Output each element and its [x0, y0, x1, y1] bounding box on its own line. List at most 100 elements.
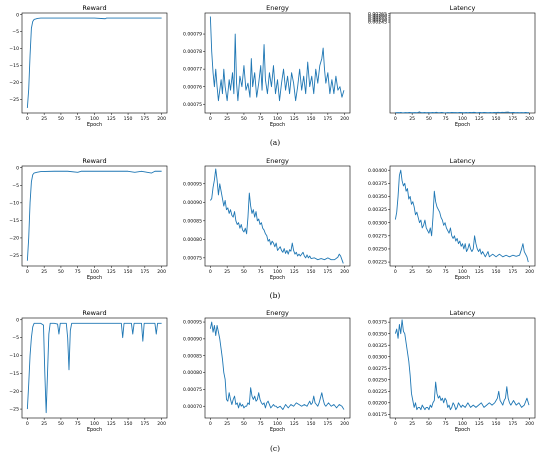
reward-row2-xtick-label: 50	[58, 269, 64, 275]
energy-row1-chart: Energy 0 25 50 75 100 125 150 175 200 0.00075 0.000…	[183, 4, 351, 128]
energy-row1-title: Energy	[266, 4, 289, 12]
latency-row2-xtick-label: 100	[458, 269, 467, 275]
latency-row1-xtick-label: 200	[525, 116, 534, 122]
reward-row1-xtick-label: 0	[26, 116, 29, 122]
energy-row3-xtick-label: 50	[241, 421, 247, 427]
reward-row2-xtick-label: 125	[107, 269, 116, 275]
latency-row2-xtick-label: 0	[394, 269, 397, 275]
reward-row2-title: Reward	[82, 157, 106, 165]
energy-row1-xtick-label: 0	[209, 116, 212, 122]
latency-row2-ytick-label: 0.00225	[368, 260, 387, 266]
latency-row3-plot-frame	[389, 317, 536, 419]
latency-row1-title: Latency	[450, 4, 476, 12]
reward-row1-xtick-label: 100	[90, 116, 99, 122]
energy-row1-xtick-label: 125	[290, 116, 299, 122]
latency-row1-ytick-label: 0.00260	[368, 13, 387, 19]
reward-row2-ytick-label: −5	[12, 183, 19, 189]
reward-row3-ytick-label: −25	[9, 407, 19, 413]
latency-row2-ytick-label: 0.00300	[368, 220, 387, 226]
latency-row3-title: Latency	[450, 309, 476, 317]
energy-row1-series-line	[209, 16, 345, 102]
latency-row1-ytick-label: 0.00255	[368, 16, 387, 22]
energy-row1-xtick-label: 200	[340, 116, 349, 122]
latency-row2-xtick-label: 50	[426, 269, 432, 275]
latency-row1-xlabel: Epoch	[455, 122, 470, 128]
reward-row3-ytick-label: −15	[9, 371, 19, 377]
energy-row2-title: Energy	[266, 157, 289, 165]
reward-row3-series-line	[26, 322, 162, 414]
reward-row1-xlabel: Epoch	[87, 122, 102, 128]
reward-row3-xtick-label: 100	[90, 421, 99, 427]
energy-row1-ytick-label: 0.00076	[183, 84, 202, 90]
reward-row1-xtick-label: 125	[107, 116, 116, 122]
latency-row2-xtick-label: 150	[492, 269, 501, 275]
reward-row3-xtick-label: 50	[58, 421, 64, 427]
energy-row3-series-line	[209, 321, 345, 411]
latency-row1-plot-frame	[389, 12, 536, 114]
energy-row2-series-line	[210, 168, 344, 264]
energy-row3-xtick-label: 100	[273, 421, 282, 427]
latency-row3-xtick-label: 150	[492, 421, 501, 427]
energy-row2-ytick-label: 0.00075	[183, 255, 202, 261]
latency-row3-ytick-label: 0.00225	[368, 389, 387, 395]
latency-row2-plot-frame	[389, 165, 536, 267]
reward-row1-ytick-label: 0	[16, 12, 19, 18]
reward-row3-chart: Reward 0 25 50 75 100 125 150 175 200 −25 −20 −15 −10…	[9, 309, 168, 433]
latency-row2-xtick-label: 25	[409, 269, 415, 275]
energy-row1-xtick-label: 100	[273, 116, 282, 122]
reward-row2-xtick-label: 0	[26, 269, 29, 275]
reward-row2-plot-frame	[21, 165, 168, 267]
energy-row3-xtick-label: 125	[290, 421, 299, 427]
reward-row3-ytick-label: 0	[16, 317, 19, 323]
latency-row1-ytick-label: 0.00250	[368, 18, 387, 24]
energy-row2-xlabel: Epoch	[270, 275, 285, 281]
reward-row1-title: Reward	[82, 4, 106, 12]
energy-row3-ytick-label: 0.00070	[183, 404, 202, 410]
reward-row1-xtick-label: 50	[58, 116, 64, 122]
reward-row2-xtick-label: 25	[41, 269, 47, 275]
latency-row3-xtick-label: 25	[409, 421, 415, 427]
latency-row3-series-line	[394, 319, 530, 411]
latency-row2-xtick-label: 75	[443, 269, 449, 275]
reward-row2-xtick-label: 100	[90, 269, 99, 275]
energy-row1-xtick-label: 50	[241, 116, 247, 122]
latency-row3-ytick-label: 0.00250	[368, 377, 387, 383]
latency-row3-ytick-label: 0.00300	[368, 354, 387, 360]
latency-row3-xtick-label: 0	[394, 421, 397, 427]
reward-row2-xlabel: Epoch	[87, 275, 102, 281]
latency-row2-ytick-label: 0.00400	[368, 168, 387, 174]
latency-row2-title: Latency	[450, 157, 476, 165]
latency-row3-xtick-label: 50	[426, 421, 432, 427]
latency-row1-xtick-label: 150	[492, 116, 501, 122]
latency-row2-ytick-label: 0.00275	[368, 233, 387, 239]
energy-row1-xtick-label: 175	[323, 116, 332, 122]
latency-row3-xtick-label: 175	[508, 421, 517, 427]
energy-row2-xtick-label: 150	[307, 269, 316, 275]
energy-row2-xtick-label: 125	[290, 269, 299, 275]
reward-row2-ytick-label: 0	[16, 165, 19, 171]
energy-row2-ytick-label: 0.00080	[183, 237, 202, 243]
reward-row1-xtick-label: 150	[124, 116, 133, 122]
latency-row3-xtick-label: 75	[443, 421, 449, 427]
energy-row2-xtick-label: 75	[258, 269, 264, 275]
reward-row1-ytick-label: −15	[9, 63, 19, 69]
reward-row3-xtick-label: 0	[26, 421, 29, 427]
reward-row3-xlabel: Epoch	[87, 427, 102, 433]
energy-row3-xlabel: Epoch	[270, 427, 285, 433]
latency-row1-series-line	[395, 111, 529, 114]
latency-row2-ytick-label: 0.00250	[368, 247, 387, 253]
energy-row2-ytick-label: 0.00090	[183, 200, 202, 206]
reward-row3-title: Reward	[82, 309, 106, 317]
latency-row2-ytick-label: 0.00350	[368, 194, 387, 200]
reward-row2-xtick-label: 150	[124, 269, 133, 275]
energy-row3-xtick-label: 175	[323, 421, 332, 427]
reward-row1-xtick-label: 175	[140, 116, 149, 122]
reward-row2-series-line	[26, 170, 162, 261]
energy-row2-xtick-label: 50	[241, 269, 247, 275]
latency-row1-xtick-label: 75	[443, 116, 449, 122]
energy-row2-xtick-label: 0	[209, 269, 212, 275]
reward-row2-ytick-label: −10	[9, 200, 19, 206]
latency-row2-chart: Latency 0 25 50 75 100 125 150 175 200 0.00225 0.00…	[368, 157, 536, 281]
latency-row1-xtick-label: 100	[458, 116, 467, 122]
